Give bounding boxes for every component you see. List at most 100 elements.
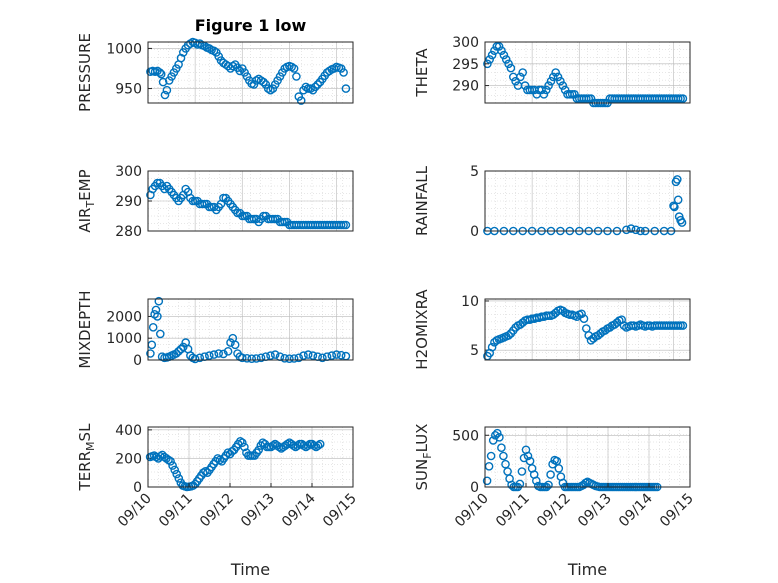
- data-point: [292, 72, 301, 81]
- data-point: [523, 451, 533, 461]
- axes-frame: [484, 170, 691, 232]
- data-point: [148, 322, 158, 332]
- data-point: [254, 445, 264, 455]
- y-tick-label: 0: [133, 480, 142, 496]
- data-point: [153, 312, 162, 321]
- data-point: [223, 346, 233, 356]
- panel-rainfall: 0 5 RAINFALL: [413, 164, 691, 240]
- data-point: [626, 224, 636, 233]
- data-point: [156, 69, 166, 79]
- panel-h2omixra: 5 10 H2OMIXRA: [413, 289, 691, 370]
- data-point: [341, 84, 351, 93]
- data-point: [266, 351, 275, 360]
- data-point: [174, 346, 183, 356]
- data-point: [146, 349, 155, 358]
- x-tick-label: 09/13: [575, 491, 615, 531]
- y-tick-label: 295: [452, 57, 479, 73]
- data-point: [551, 68, 561, 77]
- data-point: [154, 296, 164, 306]
- data-point: [285, 354, 294, 364]
- data-point: [178, 342, 188, 352]
- x-axis-label: Time: [230, 560, 270, 579]
- y-tick-label: 400: [115, 423, 142, 439]
- data-point: [558, 81, 568, 90]
- data-point: [299, 441, 309, 450]
- data-point: [226, 338, 235, 347]
- data-point: [263, 84, 273, 93]
- axes-frame: [147, 170, 354, 232]
- data-point: [517, 467, 527, 476]
- panel-terr_msl: 0 200 400 09/10 09/11 09/12 09/13 09/14 09/15 TER…: [76, 423, 360, 579]
- scatter-series: [146, 178, 351, 230]
- chart-title: Figure 1 low: [195, 16, 307, 35]
- data-point: [670, 202, 679, 212]
- y-axis-label: MIXDEPTH: [76, 290, 94, 368]
- data-point: [283, 439, 292, 449]
- data-point: [570, 90, 579, 99]
- y-tick-label: 300: [115, 164, 142, 180]
- data-point: [289, 354, 299, 363]
- data-point: [499, 451, 508, 461]
- data-point: [506, 63, 516, 73]
- data-point: [339, 68, 348, 77]
- data-point: [172, 469, 181, 479]
- y-tick-label: 0: [133, 353, 142, 369]
- data-point: [174, 474, 184, 483]
- data-point: [494, 42, 504, 51]
- data-point: [577, 309, 586, 319]
- data-point: [309, 441, 319, 450]
- data-point: [155, 68, 165, 77]
- data-point: [497, 46, 506, 56]
- data-point: [170, 465, 179, 475]
- data-point: [160, 90, 170, 100]
- data-point: [313, 80, 323, 89]
- x-tick-label: 09/14: [616, 490, 656, 530]
- data-point: [315, 439, 325, 449]
- data-point: [565, 90, 575, 99]
- data-point: [549, 72, 558, 82]
- data-point: [537, 85, 546, 95]
- data-point: [237, 353, 247, 363]
- data-point: [341, 220, 351, 230]
- data-point: [582, 94, 591, 103]
- y-axis-label: AIRTEMP: [76, 169, 97, 232]
- data-point: [544, 81, 553, 90]
- data-point: [306, 84, 315, 93]
- data-point: [299, 351, 308, 360]
- data-point: [504, 59, 513, 69]
- data-point: [677, 218, 687, 227]
- data-point: [490, 430, 500, 440]
- data-point: [673, 321, 683, 330]
- data-point: [201, 466, 210, 476]
- x-tick-label: 09/12: [197, 491, 237, 531]
- data-point: [336, 350, 346, 360]
- x-tick-label: 09/15: [320, 491, 360, 531]
- y-tick-label: 10: [461, 294, 479, 310]
- data-point: [499, 50, 509, 60]
- data-point: [294, 353, 304, 363]
- data-point: [190, 354, 200, 364]
- data-point: [289, 64, 299, 73]
- data-point: [230, 340, 240, 350]
- data-point: [483, 59, 492, 69]
- y-tick-label: 1000: [106, 41, 142, 57]
- data-point: [313, 441, 323, 450]
- data-point: [270, 350, 280, 359]
- data-point: [214, 52, 223, 61]
- y-axis-label: TERRMSL: [76, 423, 97, 492]
- y-axis-label: H2OMIXRA: [413, 289, 431, 370]
- data-point: [504, 331, 513, 340]
- axes-frame: [147, 426, 354, 488]
- data-point: [204, 44, 214, 53]
- y-axis-label: SUNFLUX: [413, 424, 434, 491]
- y-tick-label: 280: [115, 224, 142, 240]
- scatter-series: [146, 37, 351, 105]
- data-point: [560, 85, 570, 95]
- data-point: [544, 480, 553, 490]
- y-tick-label: 500: [452, 428, 479, 444]
- y-axis-label: RAINFALL: [413, 165, 431, 236]
- data-point: [520, 81, 530, 90]
- y-tick-label: 300: [452, 35, 479, 51]
- axes-frame: [484, 41, 691, 104]
- data-point: [256, 353, 266, 363]
